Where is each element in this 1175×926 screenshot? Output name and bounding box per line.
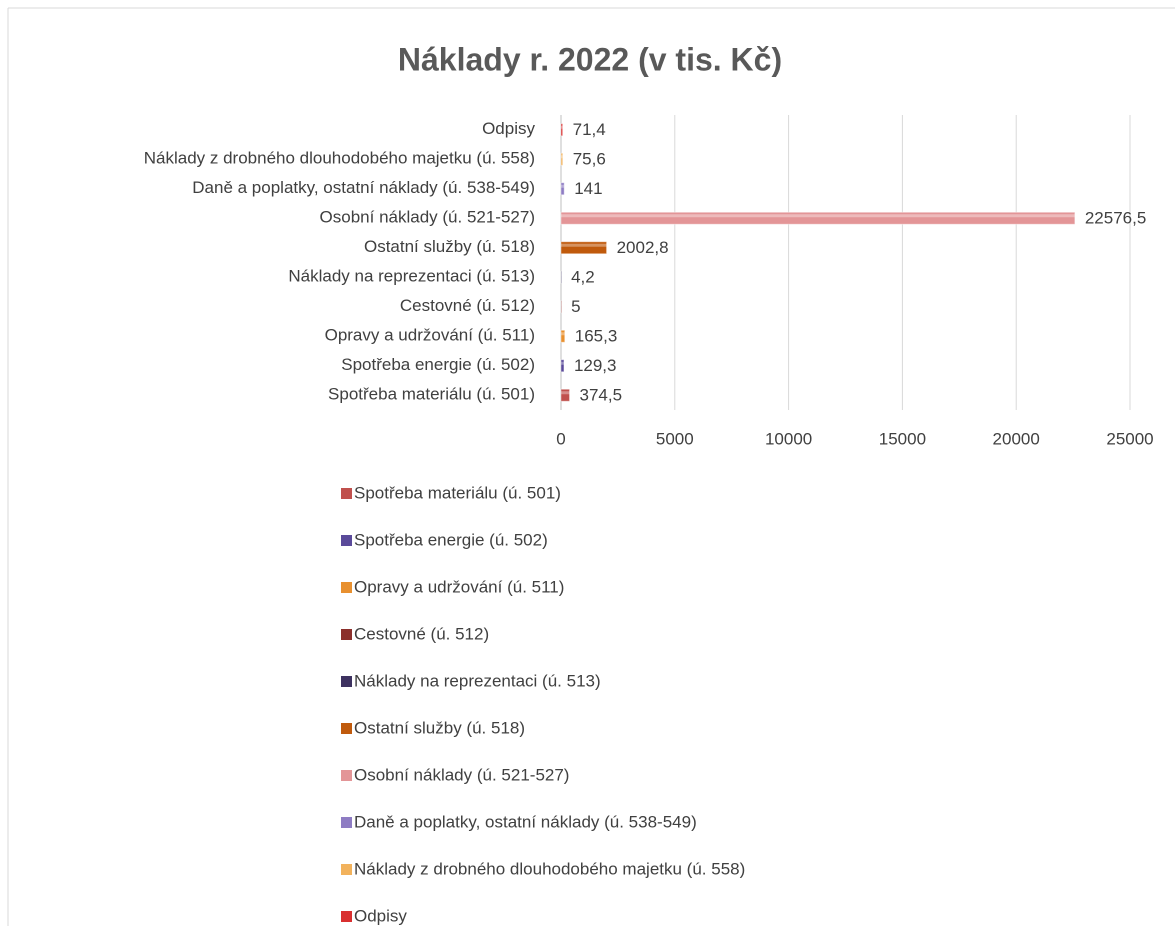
bar <box>560 329 566 343</box>
y-tick-label: Spotřeba energie (ú. 502) <box>341 355 535 374</box>
data-label: 4,2 <box>571 268 595 287</box>
y-tick-label: Odpisy <box>482 119 535 138</box>
x-tick-label: 10000 <box>765 429 812 448</box>
legend-label: Spotřeba energie (ú. 502) <box>354 530 548 549</box>
bar-highlight <box>561 155 563 159</box>
legend-swatch <box>341 535 352 546</box>
y-tick-label: Náklady na reprezentaci (ú. 513) <box>288 267 535 286</box>
legend-swatch <box>341 817 352 828</box>
data-label: 22576,5 <box>1085 209 1146 228</box>
legend-swatch <box>341 723 352 734</box>
y-tick-label: Spotřeba materiálu (ú. 501) <box>328 385 535 404</box>
bar-highlight <box>561 391 570 395</box>
data-label: 374,5 <box>580 386 623 405</box>
bar <box>560 211 1076 225</box>
x-tick-label: 5000 <box>656 429 694 448</box>
data-label: 5 <box>571 297 580 316</box>
x-tick-label: 15000 <box>879 429 926 448</box>
chart-title: Náklady r. 2022 (v tis. Kč) <box>398 41 782 77</box>
data-label: 71,4 <box>573 120 606 139</box>
bar <box>560 152 564 166</box>
bar-highlight <box>561 361 564 365</box>
bar <box>560 388 571 402</box>
x-tick-label: 0 <box>556 429 565 448</box>
bar-highlight <box>561 243 607 247</box>
legend-label: Ostatní služby (ú. 518) <box>354 718 525 737</box>
legend-label: Cestovné (ú. 512) <box>354 624 489 643</box>
data-label: 141 <box>574 179 602 198</box>
bar <box>560 241 608 255</box>
data-label: 129,3 <box>574 356 617 375</box>
legend-label: Náklady z drobného dlouhodobého majetku … <box>354 859 745 878</box>
bar-highlight <box>561 332 565 336</box>
legend-label: Daně a poplatky, ostatní náklady (ú. 538… <box>354 812 697 831</box>
data-label: 165,3 <box>575 327 618 346</box>
legend-swatch <box>341 864 352 875</box>
legend-label: Odpisy <box>354 906 407 925</box>
bar-highlight <box>561 125 563 129</box>
data-label: 2002,8 <box>617 238 669 257</box>
x-tick-label: 20000 <box>993 429 1040 448</box>
bar <box>560 270 562 284</box>
y-tick-label: Osobní náklady (ú. 521-527) <box>320 208 535 227</box>
x-tick-label: 25000 <box>1106 429 1153 448</box>
bar-highlight <box>561 184 565 188</box>
legend-swatch <box>341 488 352 499</box>
legend-label: Náklady na reprezentaci (ú. 513) <box>354 671 601 690</box>
bar-highlight <box>561 214 1075 218</box>
bar <box>560 359 565 373</box>
y-tick-label: Opravy a udržování (ú. 511) <box>325 326 535 345</box>
legend-swatch <box>341 911 352 922</box>
y-tick-label: Daně a poplatky, ostatní náklady (ú. 538… <box>192 178 535 197</box>
legend-label: Opravy a udržování (ú. 511) <box>354 577 564 596</box>
bar <box>560 300 562 314</box>
y-tick-label: Ostatní služby (ú. 518) <box>364 237 535 256</box>
bar <box>560 182 565 196</box>
legend-swatch <box>341 676 352 687</box>
bar <box>560 123 564 137</box>
y-tick-label: Náklady z drobného dlouhodobého majetku … <box>144 149 535 168</box>
legend-label: Osobní náklady (ú. 521-527) <box>354 765 569 784</box>
data-label: 75,6 <box>573 150 606 169</box>
legend-swatch <box>341 770 352 781</box>
legend-label: Spotřeba materiálu (ú. 501) <box>354 483 561 502</box>
legend-swatch <box>341 629 352 640</box>
y-tick-label: Cestovné (ú. 512) <box>400 296 535 315</box>
legend-swatch <box>341 582 352 593</box>
